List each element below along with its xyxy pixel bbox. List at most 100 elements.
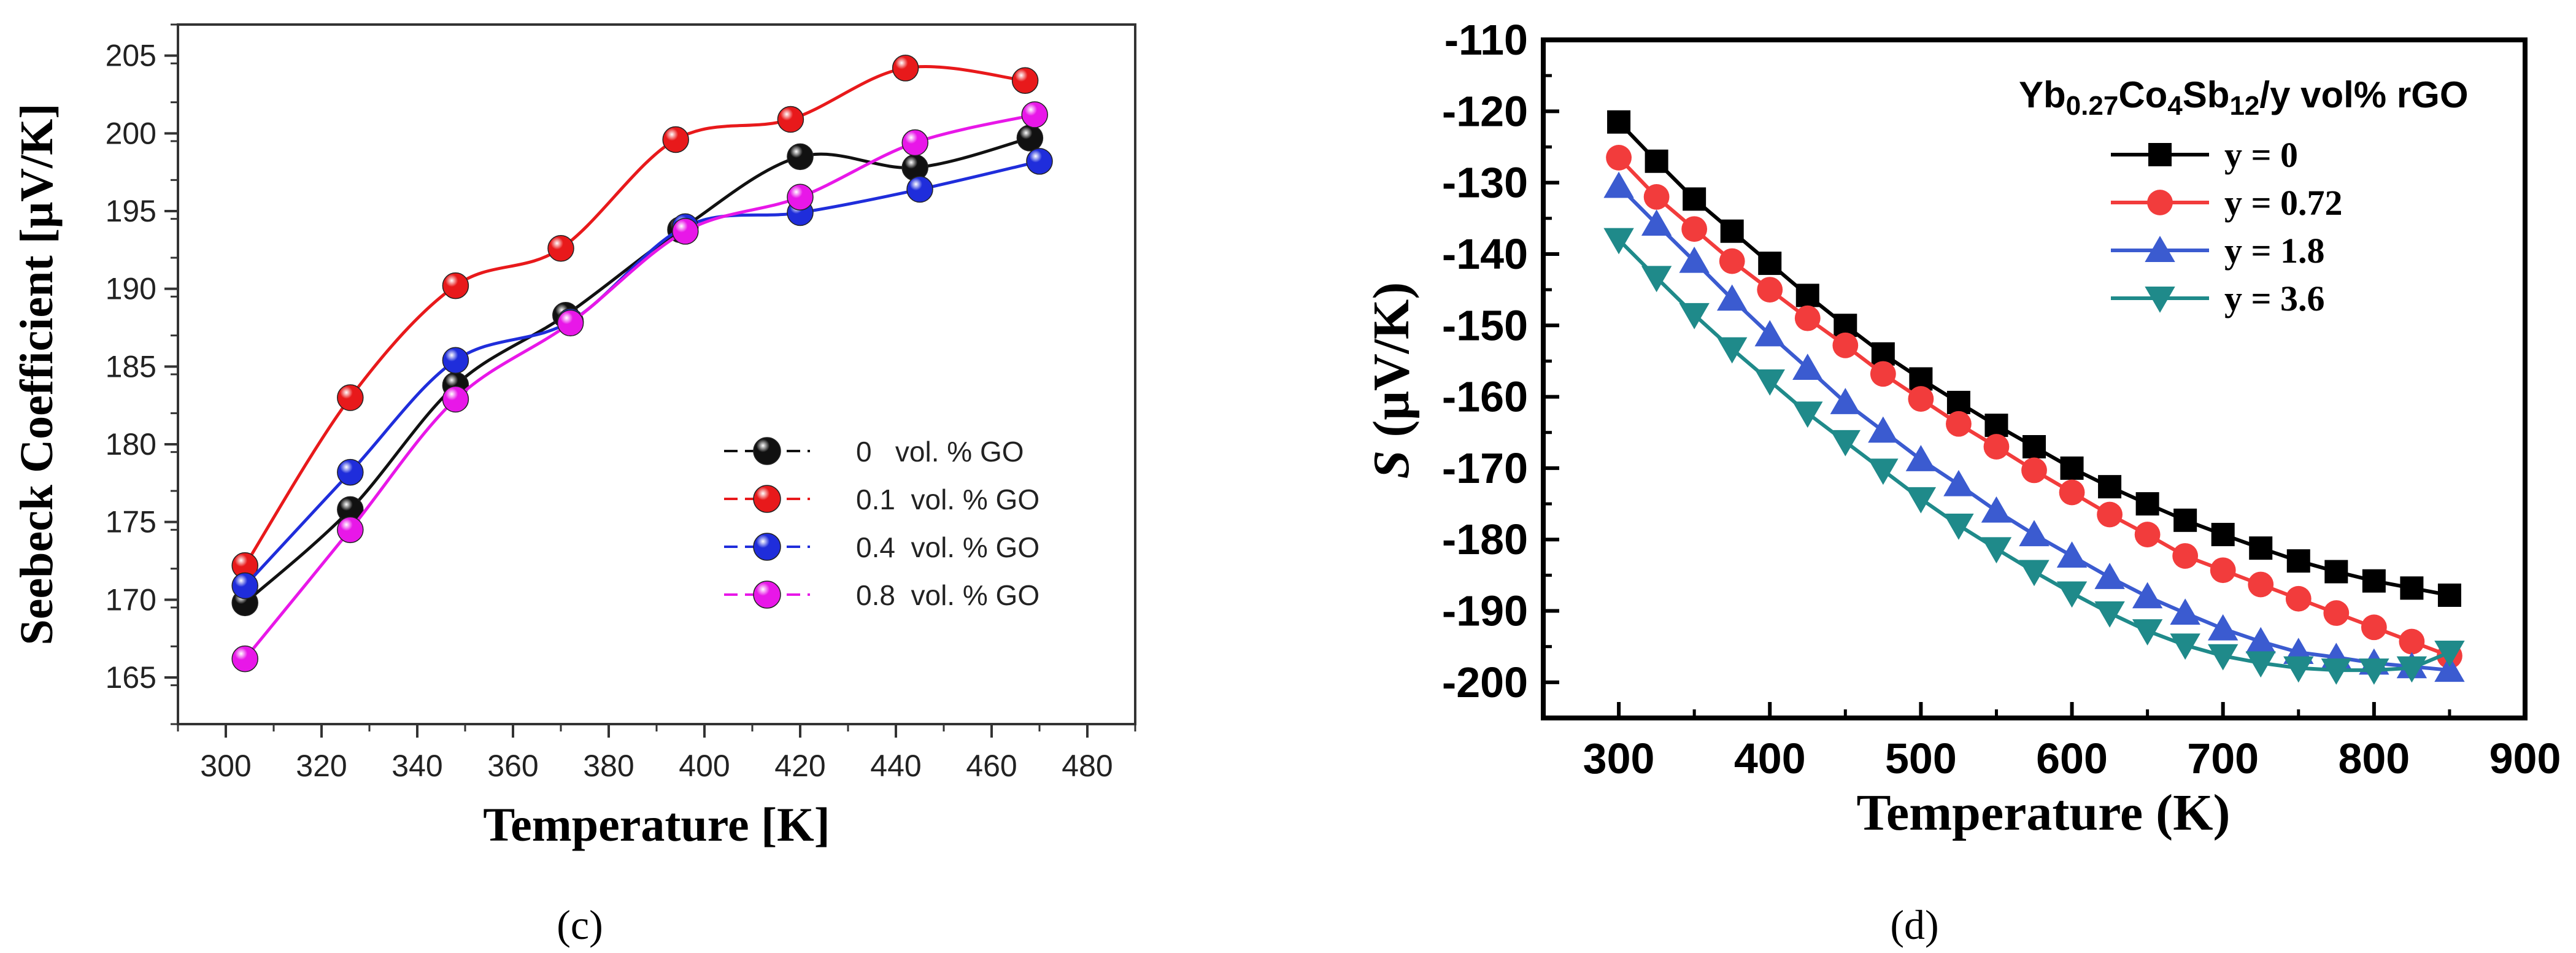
panel-c-y-tick-label: 195 [106,194,156,228]
panel-d-data-point [1792,401,1823,428]
panel-d-y-tick-label: -160 [1442,373,1528,421]
panel-d-y-axis-label: S (μV/K) [1363,282,1420,479]
panel-d-data-point [2207,644,2239,671]
panel-d-data-point [1641,266,1672,293]
panel-d-data-point [2135,492,2159,516]
panel-d-data-point [1795,284,1819,307]
panel-d-data-point [2362,569,2386,593]
panel-d-data-point [1981,496,2012,523]
panel-c-y-tick-label: 200 [106,116,156,150]
panel-c-x-tick-label: 380 [583,749,634,783]
panel-d-data-point [1794,305,1821,331]
panel-d-legend-marker [2145,287,2175,313]
panel-c-data-point [901,129,928,156]
panel-d-data-point [1607,110,1631,134]
panel-d-legend-marker [2147,190,2173,215]
panel-d-data-point [2094,563,2125,589]
panel-c-data-point [777,106,804,133]
panel-d-data-point [1681,216,1708,242]
panel-c-y-tick-label: 190 [106,272,156,306]
panel-d-data-point [1758,252,1782,276]
panel-d: 300 400 500 600 700 800 900 -110 -120 -130 -140 -1… [1363,16,2561,948]
panel-d-legend: y = 0 y = 0.72 y = 1.8 y = 3.6 [2111,135,2343,318]
panel-d-data-point [2286,549,2310,573]
panel-d-legend-label: y = 3.6 [2224,279,2325,318]
panel-d-data-point [1943,513,1974,540]
panel-c-y-tick-label: 180 [106,427,156,461]
panel-c-data-point [1026,148,1053,175]
panel-c-x-tick-label: 320 [296,749,347,783]
panel-d-data-point [2211,523,2235,547]
panel-c-legend-marker [753,437,781,465]
panel-d-data-point [1757,277,1783,303]
panel-d-data-point [2248,571,2274,598]
panel-c-legend-label: 0.4 vol. % GO [856,531,1039,563]
panel-d-data-point [1868,458,1899,485]
panel-d-legend-marker [2148,143,2172,166]
panel-c-series-line [244,136,1031,604]
panel-d-data-point [2437,583,2461,607]
panel-d-data-point [2094,601,2125,628]
panel-d-data-point [2060,456,2084,480]
panel-d-data-point [1943,469,1974,496]
panel-d-y-tick-label: -170 [1442,444,1528,492]
panel-c-data-point [557,309,584,337]
panel-d-y-tick-label: -180 [1442,515,1528,563]
panel-d-x-tick-label: 700 [2187,735,2259,782]
panel-c-data-point [901,154,928,181]
panel-d-data-point [2361,614,2387,641]
panel-d-data-point [2249,536,2273,560]
panel-d-plot-frame [1541,37,2528,720]
panel-d-x-tick-label: 500 [1885,735,1957,782]
panel-d-data-point [2321,658,2352,685]
panel-d-data-point [2019,520,2050,547]
panel-d-data-point [1905,487,1937,514]
panel-d-x-tick-label: 400 [1734,735,1806,782]
panel-c-data-point [337,516,364,544]
panel-d-data-point [1716,284,1748,311]
panel-c-y-axis-label: Seebeck Coefficient [μV/K] [11,103,63,645]
panel-c-y-tick-label: 170 [106,582,156,617]
panel-d-data-point [1754,320,1785,347]
panel-d-data-point [2400,576,2424,600]
panel-d-data-point [1868,416,1899,443]
panel-c-legend-label: 0.8 vol. % GO [856,579,1039,611]
panel-c-x-tick-label: 400 [679,749,730,783]
panel-d-data-point [1946,411,1972,437]
panel-d-data-point [1832,332,1859,358]
panel-d-data-point [1603,171,1634,198]
panel-d-data-point [2434,655,2465,682]
panel-c-legend-label: 0.1 vol. % GO [856,484,1039,515]
panel-d-data-point [1643,183,1670,210]
panel-d-data-point [2207,614,2239,641]
panel-c-data-point [787,183,814,210]
panel-d-data-point [1641,209,1672,236]
panel-d-data-point [2323,600,2350,626]
panel-d-data-point [2170,633,2200,660]
panel-c-legend-marker [753,581,781,609]
panel-c-x-axis-label: Temperature [K] [483,798,830,851]
panel-d-data-point [2285,585,2312,612]
panel-c-data-point [1021,101,1048,128]
panel-d-data-point [2097,501,2123,528]
panel-c-legend-label: 0 vol. % GO [856,436,1024,468]
panel-c: 300 320 340 360 380 400 420 440 460 480 165 170 175… [11,23,1136,948]
panel-d-y-tick-label: -110 [1444,16,1528,64]
panel-c-legend-marker [753,485,781,513]
panel-d-data-point [2399,628,2425,655]
panel-d-data-point [1870,361,1896,387]
panel-d-data-point [2134,522,2161,547]
panel-c-data-point [337,384,364,411]
panel-d-data-point [1905,445,1937,471]
panel-c-y-tick-label: 175 [106,505,156,539]
panel-c-data-point [672,218,699,245]
panel-c-data-point [906,176,933,203]
panel-c-y-tick-label: 205 [106,39,156,73]
panel-d-data-point [2210,557,2236,584]
panel-d-data-point [2059,479,2085,506]
panel-d-data-point [2023,435,2046,458]
panel-d-data-point [2019,560,2050,587]
panel-d-data-point [1830,388,1861,414]
panel-d-y-tick-label: -130 [1442,159,1528,207]
